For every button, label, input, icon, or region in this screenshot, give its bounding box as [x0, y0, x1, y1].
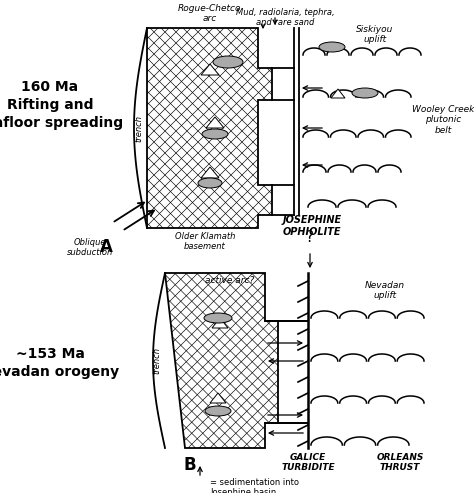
Polygon shape: [201, 167, 219, 178]
Text: Nevadan
uplift: Nevadan uplift: [365, 281, 405, 300]
Polygon shape: [147, 28, 272, 228]
Polygon shape: [206, 117, 224, 128]
Ellipse shape: [202, 129, 228, 139]
Polygon shape: [165, 273, 278, 448]
Polygon shape: [331, 89, 345, 98]
Text: GALICE
TURBIDITE: GALICE TURBIDITE: [281, 453, 335, 472]
Ellipse shape: [205, 406, 231, 416]
Text: Rogue-Chetco
arc: Rogue-Chetco arc: [178, 3, 242, 23]
Text: ORLEANS
THRUST: ORLEANS THRUST: [376, 453, 424, 472]
Text: A: A: [100, 238, 113, 256]
Text: 160 Ma
Rifting and
seafloor spreading: 160 Ma Rifting and seafloor spreading: [0, 79, 124, 131]
Ellipse shape: [213, 56, 243, 68]
Ellipse shape: [198, 178, 222, 188]
Text: Oblique
subduction: Oblique subduction: [67, 238, 113, 257]
Text: trench: trench: [152, 347, 161, 374]
Text: B: B: [184, 456, 196, 474]
Text: Wooley Creek
plutonic
belt: Wooley Creek plutonic belt: [412, 105, 474, 135]
Text: Siskiyou
uplift: Siskiyou uplift: [356, 25, 394, 44]
Text: ~153 Ma
Nevadan orogeny: ~153 Ma Nevadan orogeny: [0, 347, 119, 379]
Polygon shape: [212, 318, 228, 328]
Polygon shape: [201, 64, 219, 75]
Text: active arc?: active arc?: [205, 276, 255, 285]
Text: trench: trench: [134, 114, 143, 141]
Text: Older Klamath
basement: Older Klamath basement: [175, 232, 235, 251]
Text: = sedimentation into
Josephine basin: = sedimentation into Josephine basin: [210, 478, 299, 493]
Ellipse shape: [352, 88, 378, 98]
Text: ?: ?: [306, 230, 314, 245]
Polygon shape: [210, 393, 226, 403]
Ellipse shape: [319, 42, 345, 52]
Text: JOSEPHINE
OPHIOLITE: JOSEPHINE OPHIOLITE: [283, 215, 342, 237]
Ellipse shape: [204, 313, 232, 323]
Text: Mud, radiolaria, tephra,
and rare sand: Mud, radiolaria, tephra, and rare sand: [236, 8, 334, 28]
